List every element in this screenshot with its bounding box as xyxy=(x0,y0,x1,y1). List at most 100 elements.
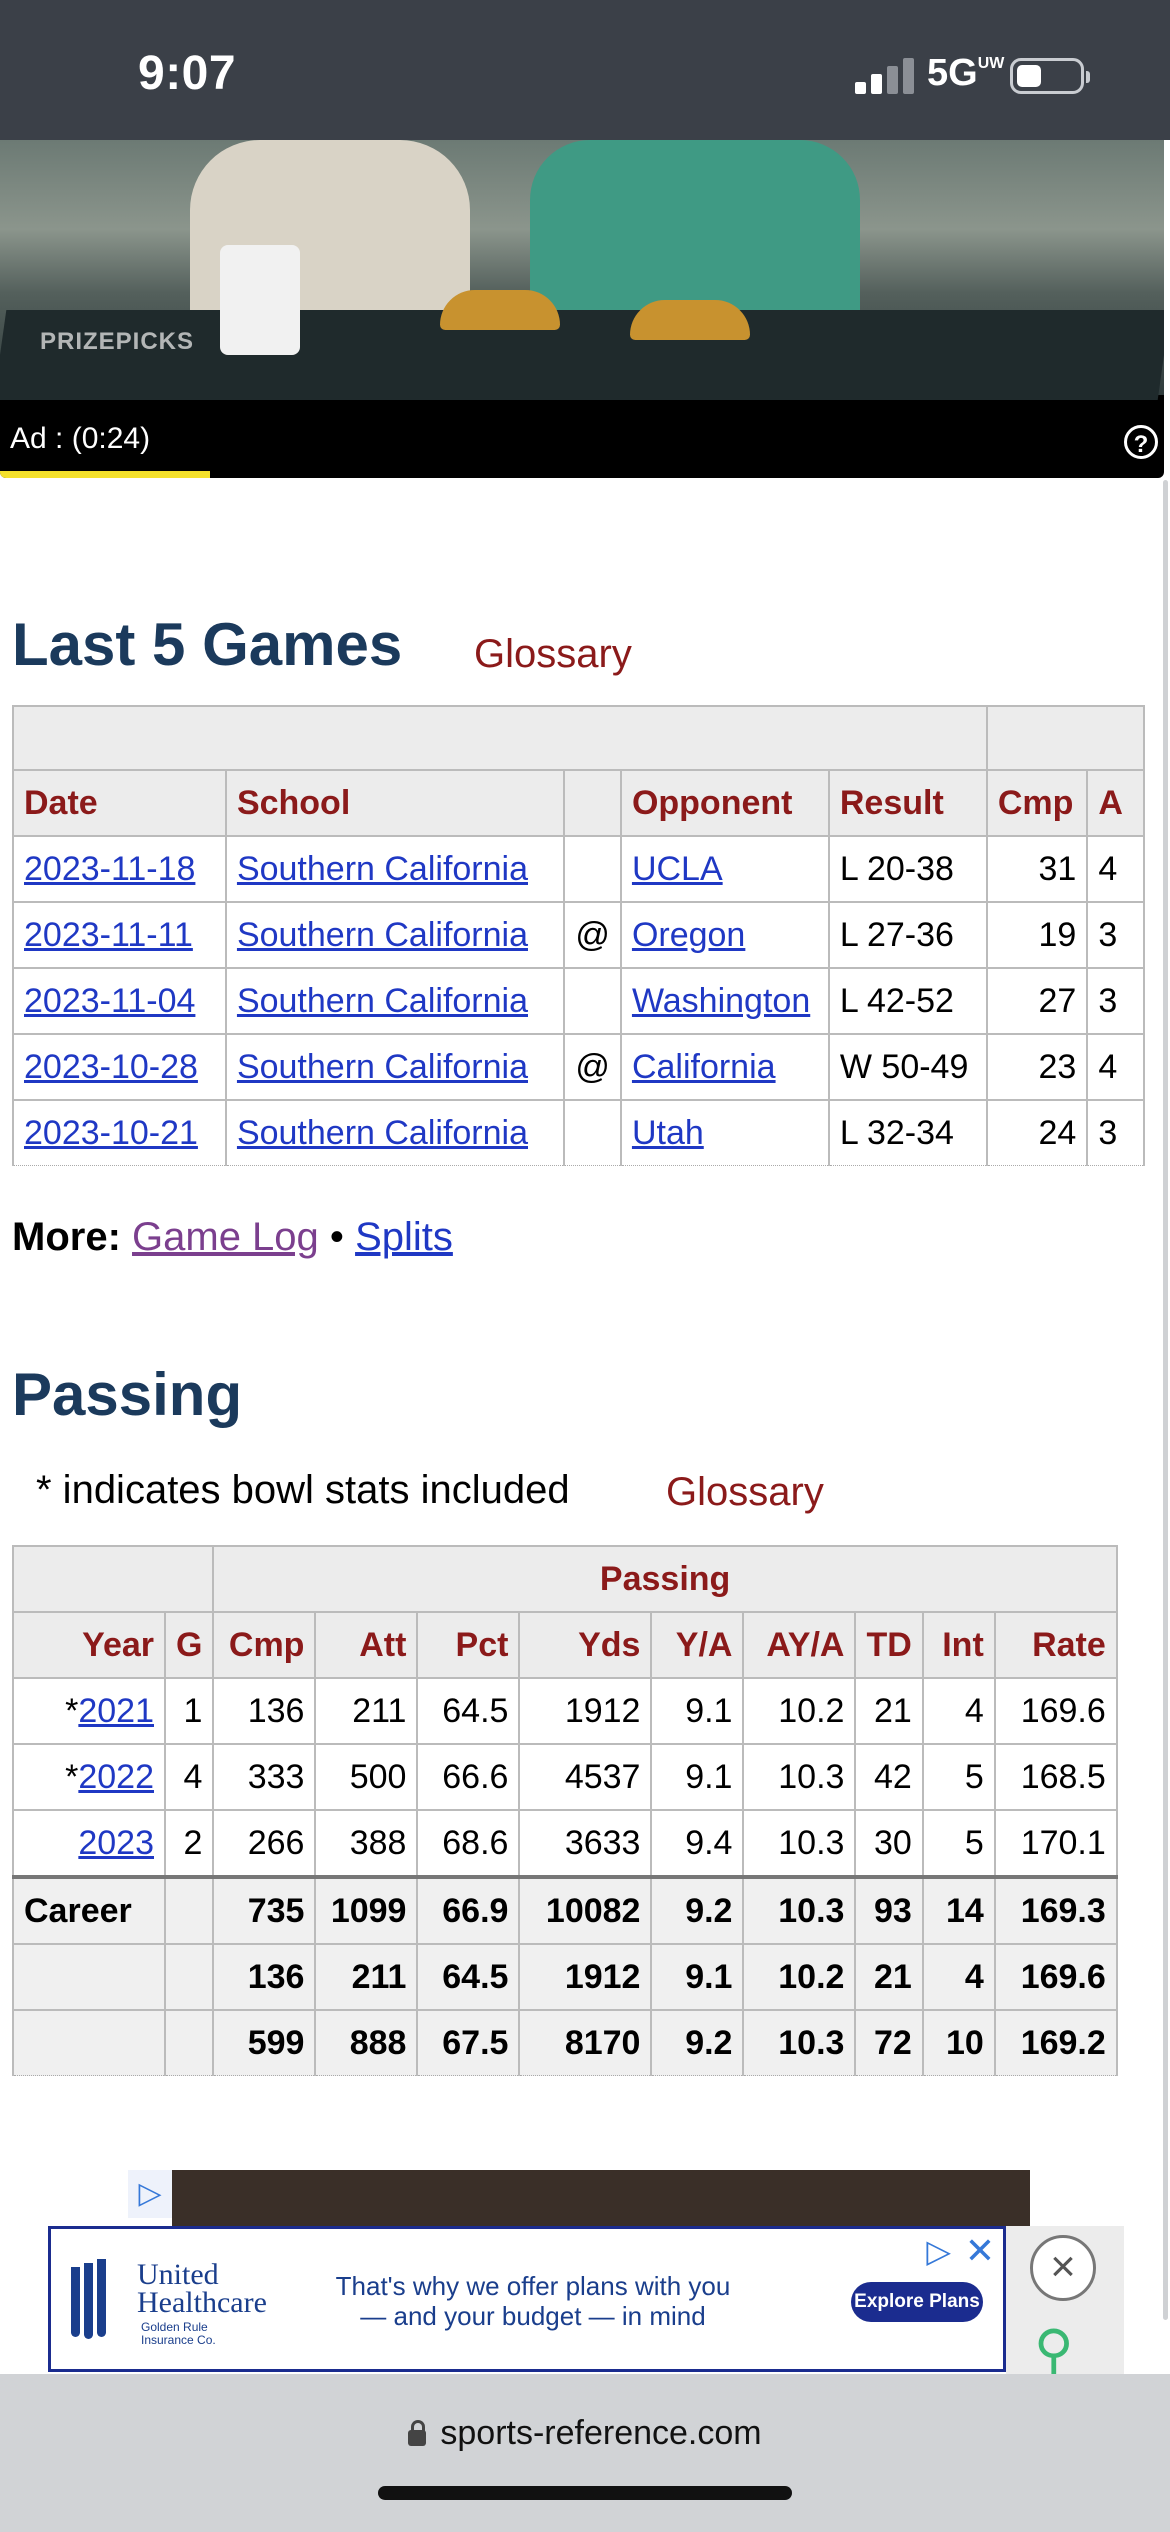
browser-url-bar[interactable]: sports-reference.com xyxy=(0,2374,1170,2532)
yds-cell: 1912 xyxy=(518,1677,653,1745)
rate-cell: 169.6 xyxy=(993,1677,1118,1745)
game-date-link[interactable]: 2023-11-11 xyxy=(24,915,193,954)
game-date-link[interactable]: 2023-10-28 xyxy=(24,1047,198,1086)
game-log-link[interactable]: Game Log xyxy=(132,1215,319,1259)
last5-table-container[interactable]: Date School Opponent Result Cmp A 2023-1… xyxy=(12,705,1145,1170)
col-yds[interactable]: Yds xyxy=(518,1611,653,1679)
col-location[interactable] xyxy=(563,769,622,837)
opponent-link[interactable]: UCLA xyxy=(631,849,723,888)
att-cell: 3 xyxy=(1086,901,1145,969)
close-ad-icon[interactable]: × xyxy=(1030,2235,1096,2301)
feather-logo-icon: ⚲ xyxy=(1034,2320,1074,2380)
game-date-link[interactable]: 2023-11-18 xyxy=(24,849,196,888)
scrollbar[interactable] xyxy=(1163,480,1168,2320)
cmp-cell: 24 xyxy=(985,1099,1089,1166)
cellular-signal-icon xyxy=(855,58,917,94)
ad-close-x-icon[interactable]: ✕ xyxy=(964,2230,995,2271)
col-school[interactable]: School xyxy=(224,769,566,837)
cmp-cell: 735 xyxy=(212,1875,317,1945)
more-label: More: xyxy=(12,1215,121,1259)
col-g[interactable]: G xyxy=(163,1611,215,1679)
bowl-star: * xyxy=(65,1757,79,1796)
location-cell xyxy=(563,1099,622,1166)
school-link[interactable]: Southern California xyxy=(236,981,528,1020)
game-date-link[interactable]: 2023-10-21 xyxy=(24,1113,198,1152)
rate-cell: 170.1 xyxy=(993,1809,1118,1878)
passing-group-header: Passing xyxy=(212,1545,1118,1613)
table-row: 2023-10-21 Southern California Utah L 32… xyxy=(12,1099,1145,1166)
ya-cell: 9.4 xyxy=(650,1809,745,1878)
home-indicator[interactable] xyxy=(378,2486,792,2500)
g-cell xyxy=(163,1943,215,2011)
banner-ad[interactable]: United Healthcare Golden Rule Insurance … xyxy=(48,2226,1006,2372)
col-pct[interactable]: Pct xyxy=(416,1611,521,1679)
cmp-cell: 23 xyxy=(985,1033,1089,1101)
last5-glossary-link[interactable]: Glossary xyxy=(474,632,632,676)
col-int[interactable]: Int xyxy=(921,1611,996,1679)
table-row: 2023-11-04 Southern California Washingto… xyxy=(12,967,1145,1035)
school-link[interactable]: Southern California xyxy=(236,849,528,888)
splits-link[interactable]: Splits xyxy=(355,1215,453,1259)
passing-table-container[interactable]: Passing Year G Cmp Att Pct Yds Y/A AY/A … xyxy=(12,1545,1145,2077)
td-cell: 72 xyxy=(854,2009,924,2076)
game-date-link[interactable]: 2023-11-04 xyxy=(24,981,196,1020)
col-att[interactable]: A xyxy=(1086,769,1145,837)
pct-cell: 66.6 xyxy=(416,1743,521,1811)
col-cmp[interactable]: Cmp xyxy=(985,769,1089,837)
school-link[interactable]: Southern California xyxy=(236,1047,528,1086)
ya-cell: 9.1 xyxy=(650,1677,745,1745)
col-result[interactable]: Result xyxy=(827,769,988,837)
aya-cell: 10.3 xyxy=(742,1743,857,1811)
school-total-row: 599 888 67.5 8170 9.2 10.3 72 10 169.2 xyxy=(12,2009,1118,2076)
ya-cell: 9.1 xyxy=(650,1943,745,2011)
location-cell: @ xyxy=(563,901,622,969)
school-total-row: 136 211 64.5 1912 9.1 10.2 21 4 169.6 xyxy=(12,1943,1118,2011)
yds-cell: 3633 xyxy=(518,1809,653,1878)
aya-cell: 10.2 xyxy=(742,1943,857,2011)
int-cell: 4 xyxy=(921,1677,996,1745)
td-cell: 21 xyxy=(854,1677,924,1745)
col-date[interactable]: Date xyxy=(12,769,227,837)
table-row: 2023-11-11 Southern California @ Oregon … xyxy=(12,901,1145,969)
col-aya[interactable]: AY/A xyxy=(742,1611,857,1679)
opponent-link[interactable]: Washington xyxy=(631,981,811,1020)
col-rate[interactable]: Rate xyxy=(993,1611,1118,1679)
aya-cell: 10.2 xyxy=(742,1677,857,1745)
col-att[interactable]: Att xyxy=(314,1611,419,1679)
aya-cell: 10.3 xyxy=(742,1875,857,1945)
g-cell xyxy=(163,2009,215,2076)
total-label: Career xyxy=(12,1875,166,1945)
att-cell: 888 xyxy=(314,2009,419,2076)
col-ya[interactable]: Y/A xyxy=(650,1611,745,1679)
pct-cell: 68.6 xyxy=(416,1809,521,1878)
opponent-link[interactable]: California xyxy=(631,1047,776,1086)
col-opponent[interactable]: Opponent xyxy=(619,769,830,837)
year-link[interactable]: 2023 xyxy=(78,1823,154,1862)
opponent-link[interactable]: Oregon xyxy=(631,915,746,954)
cmp-cell: 31 xyxy=(985,835,1089,903)
explore-plans-button[interactable]: Explore Plans xyxy=(851,2282,983,2322)
opponent-link[interactable]: Utah xyxy=(631,1113,704,1152)
cmp-cell: 136 xyxy=(212,1677,317,1745)
col-td[interactable]: TD xyxy=(854,1611,924,1679)
school-link[interactable]: Southern California xyxy=(236,1113,528,1152)
cmp-cell: 266 xyxy=(212,1809,317,1878)
col-year[interactable]: Year xyxy=(12,1611,166,1679)
year-link[interactable]: 2021 xyxy=(78,1691,154,1730)
video-ad[interactable]: PRIZEPICKS Ad : (0:24) ? xyxy=(0,140,1164,478)
adchoices-play-icon[interactable]: ▷ xyxy=(926,2233,951,2269)
int-cell: 5 xyxy=(921,1809,996,1878)
school-link[interactable]: Southern California xyxy=(236,915,528,954)
adchoices-icon[interactable]: ▷ xyxy=(128,2170,172,2218)
cmp-cell: 333 xyxy=(212,1743,317,1811)
pct-cell: 67.5 xyxy=(416,2009,521,2076)
passing-glossary-link[interactable]: Glossary xyxy=(666,1470,824,1514)
att-cell: 4 xyxy=(1086,835,1145,903)
help-icon[interactable]: ? xyxy=(1124,425,1158,459)
col-cmp[interactable]: Cmp xyxy=(212,1611,317,1679)
att-cell: 3 xyxy=(1086,1099,1145,1166)
url-text[interactable]: sports-reference.com xyxy=(440,2414,762,2452)
year-link[interactable]: 2022 xyxy=(78,1757,154,1796)
location-cell xyxy=(563,835,622,903)
ad-progress-bar xyxy=(0,471,210,478)
